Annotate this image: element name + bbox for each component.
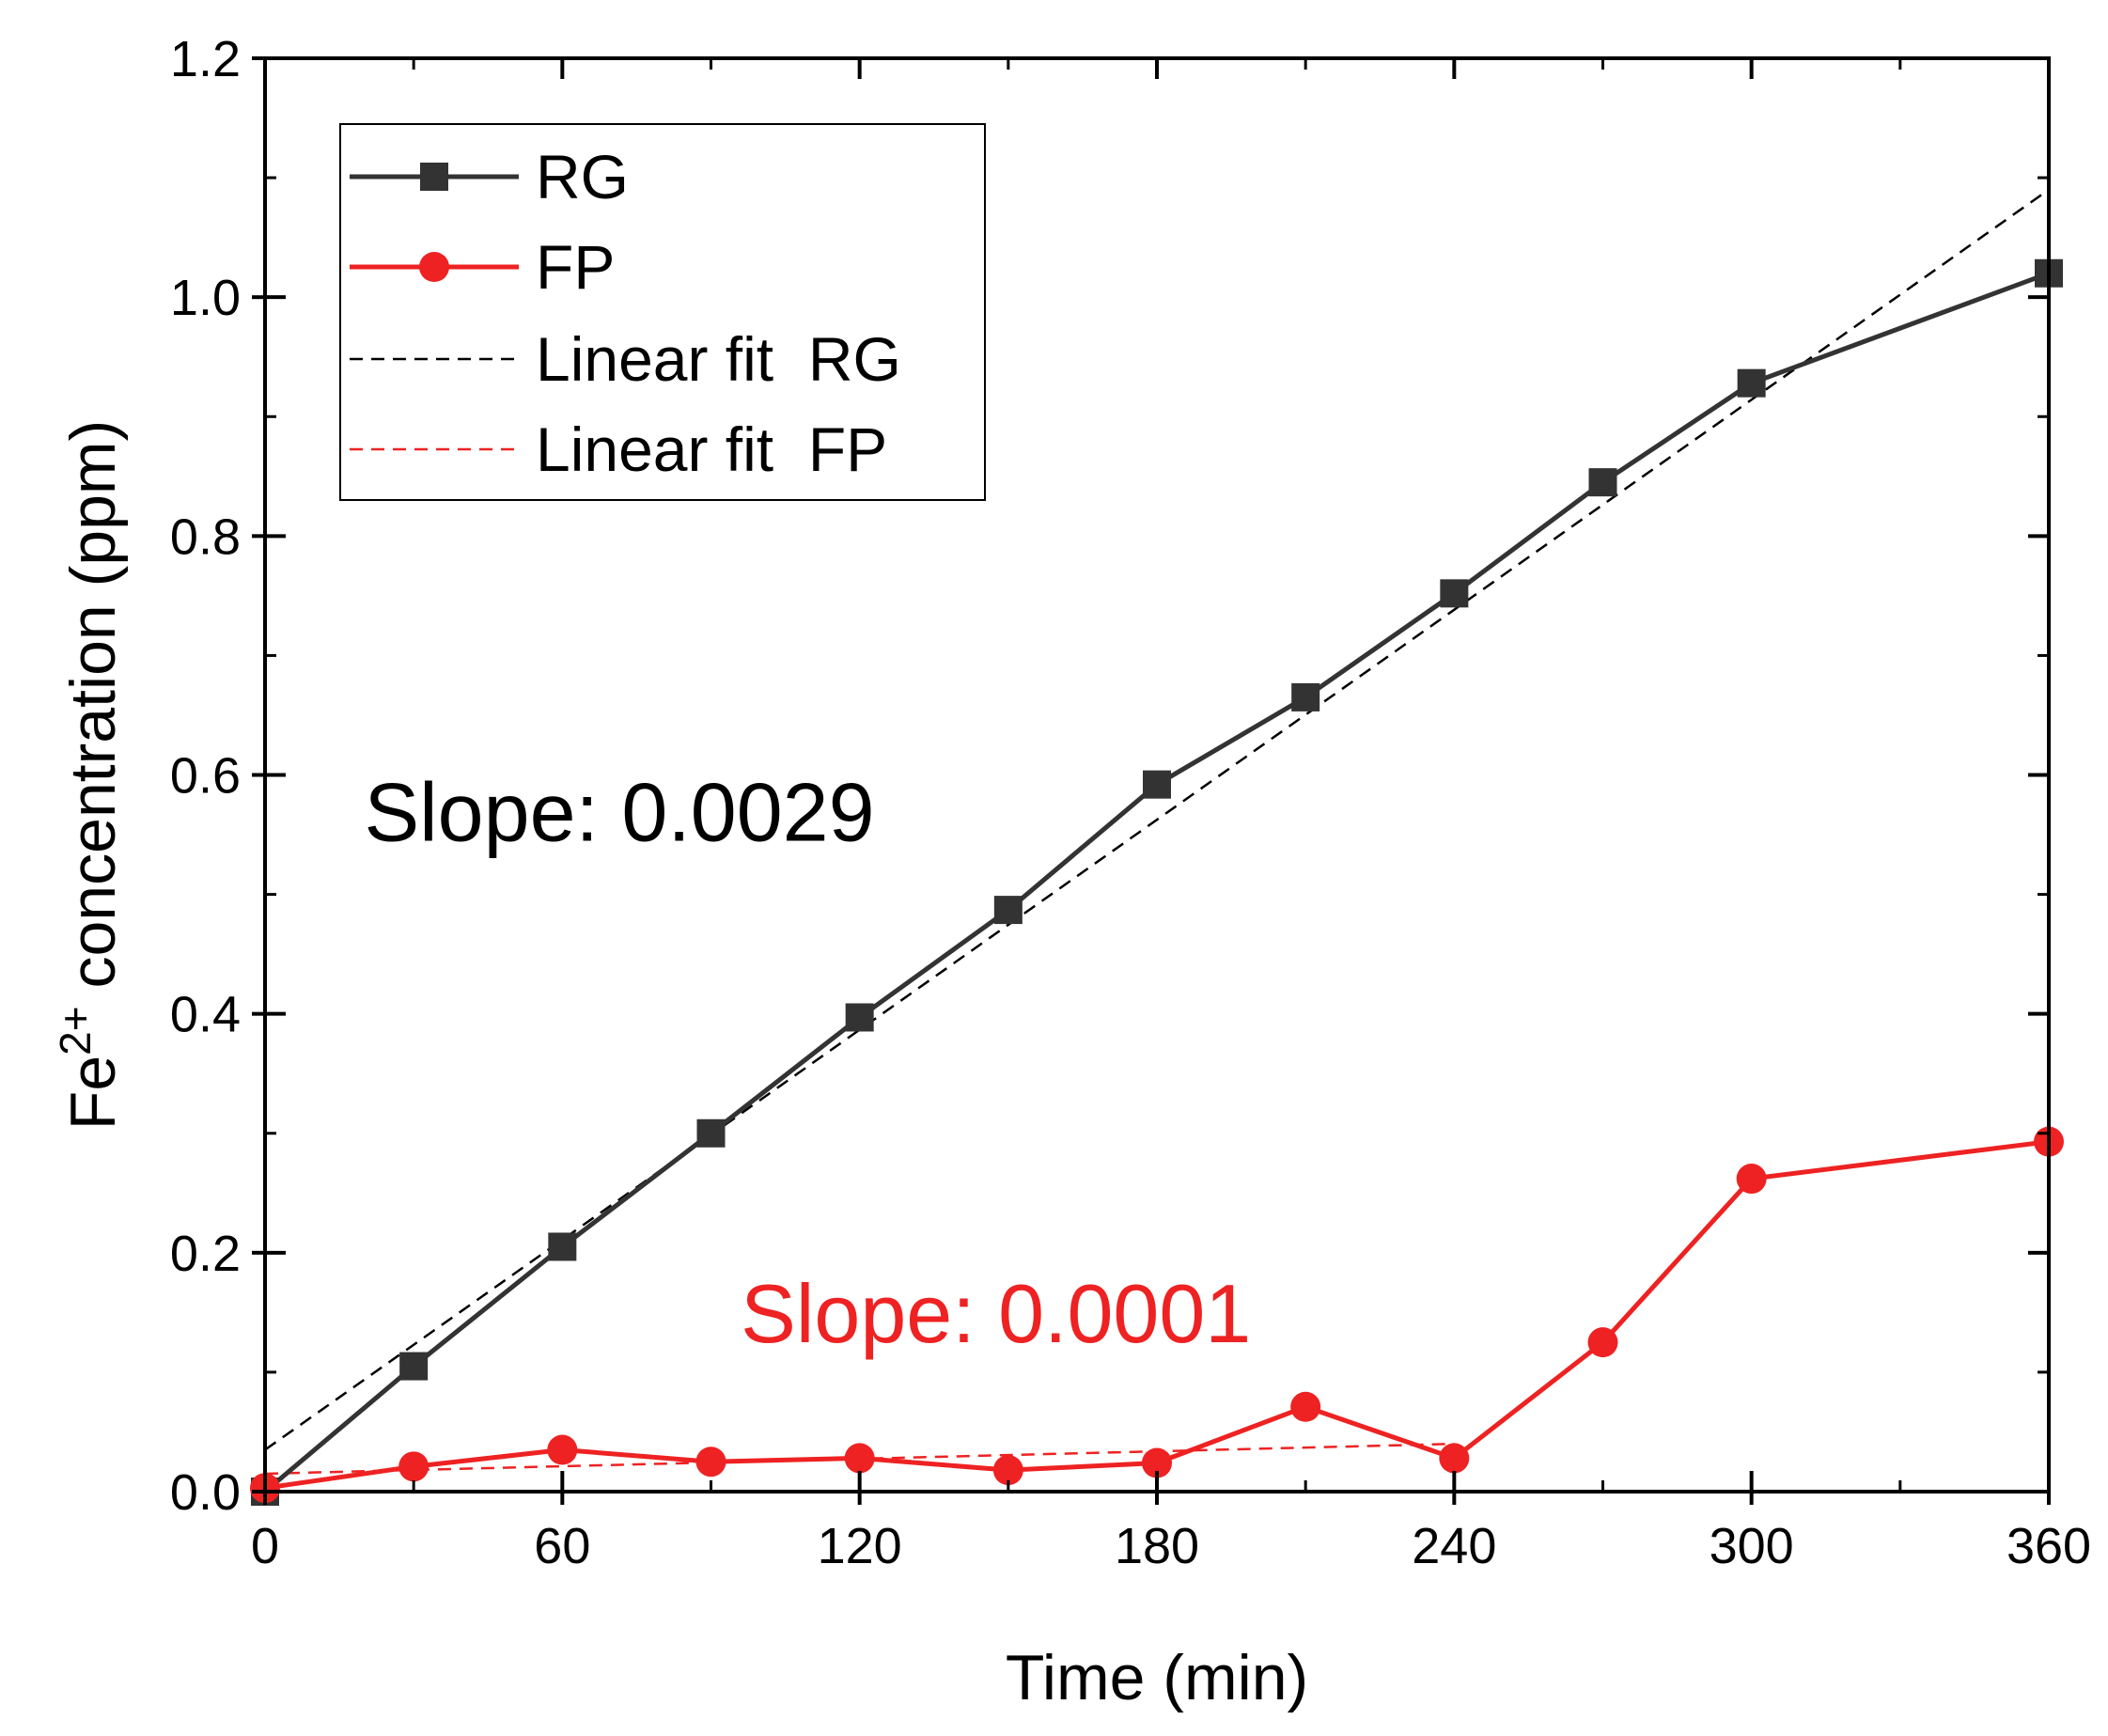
data-point [399, 1352, 429, 1381]
legend-label: RG [536, 142, 629, 211]
x-tick-label: 240 [1412, 1518, 1496, 1574]
series-line [264, 1139, 2050, 1491]
data-point [992, 1455, 1023, 1486]
data-point [1290, 1391, 1321, 1422]
axis-ticks [252, 56, 2051, 1505]
data-point [548, 1232, 577, 1261]
data-point [1143, 770, 1171, 799]
data-point [696, 1118, 726, 1148]
legend: RG FP Linear fit RG Linear fit FP [339, 123, 986, 501]
x-tick-label: 60 [534, 1518, 590, 1574]
data-point [1142, 1447, 1172, 1478]
x-tick-label: 360 [2007, 1518, 2091, 1574]
slope-annotation: Slope: 0.0029 [364, 765, 874, 858]
data-point [1588, 468, 1617, 497]
y-tick-label: 1.0 [170, 270, 241, 326]
x-tick-label: 120 [818, 1518, 902, 1574]
slope-annotation: Slope: 0.0001 [741, 1267, 1251, 1360]
y-axis-title-superscript: 2+ [51, 1006, 100, 1055]
data-point [1736, 1164, 1767, 1195]
y-tick-label: 0.8 [170, 508, 241, 565]
data-point [1291, 682, 1320, 712]
legend-label: Linear fit RG [536, 324, 901, 394]
legend-label: Linear fit FP [536, 414, 887, 484]
y-axis-title: Fe2+ concentration (ppm) [51, 420, 129, 1130]
legend-marker [419, 252, 449, 282]
data-point [695, 1447, 726, 1478]
data-point [1440, 579, 1469, 608]
y-tick-label: 0.0 [170, 1464, 241, 1521]
data-point [993, 896, 1023, 925]
data-point [398, 1451, 429, 1482]
y-tick-label: 1.2 [170, 31, 241, 87]
x-tick-label: 180 [1115, 1518, 1199, 1574]
fit-line [264, 188, 2050, 1451]
series-line [263, 271, 2050, 1494]
data-point [1737, 368, 1766, 398]
y-tick-label: 0.2 [170, 1226, 241, 1282]
y-axis-title-main: Fe [57, 1056, 129, 1130]
tick-labels: 0 60 120 180 240 300 360 0.0 0.2 0.4 0.6 0.8 1.0 1.2 [170, 31, 2091, 1574]
data-point [547, 1434, 578, 1465]
x-axis-title: Time (min) [1006, 1642, 1308, 1713]
legend-marker [420, 163, 448, 191]
legend-label: FP [536, 232, 615, 302]
series-lines [263, 271, 2050, 1494]
y-tick-label: 0.4 [170, 987, 241, 1043]
y-axis-title-rest: concentration (ppm) [57, 420, 129, 1007]
data-point [1439, 1443, 1470, 1474]
data-point [1587, 1327, 1618, 1358]
data-point [845, 1003, 874, 1032]
annotations: Slope: 0.0029 Slope: 0.0001 [364, 765, 1251, 1360]
x-tick-label: 300 [1710, 1518, 1794, 1574]
x-tick-label: 0 [251, 1518, 279, 1574]
data-point [844, 1443, 875, 1474]
y-tick-label: 0.6 [170, 748, 241, 805]
